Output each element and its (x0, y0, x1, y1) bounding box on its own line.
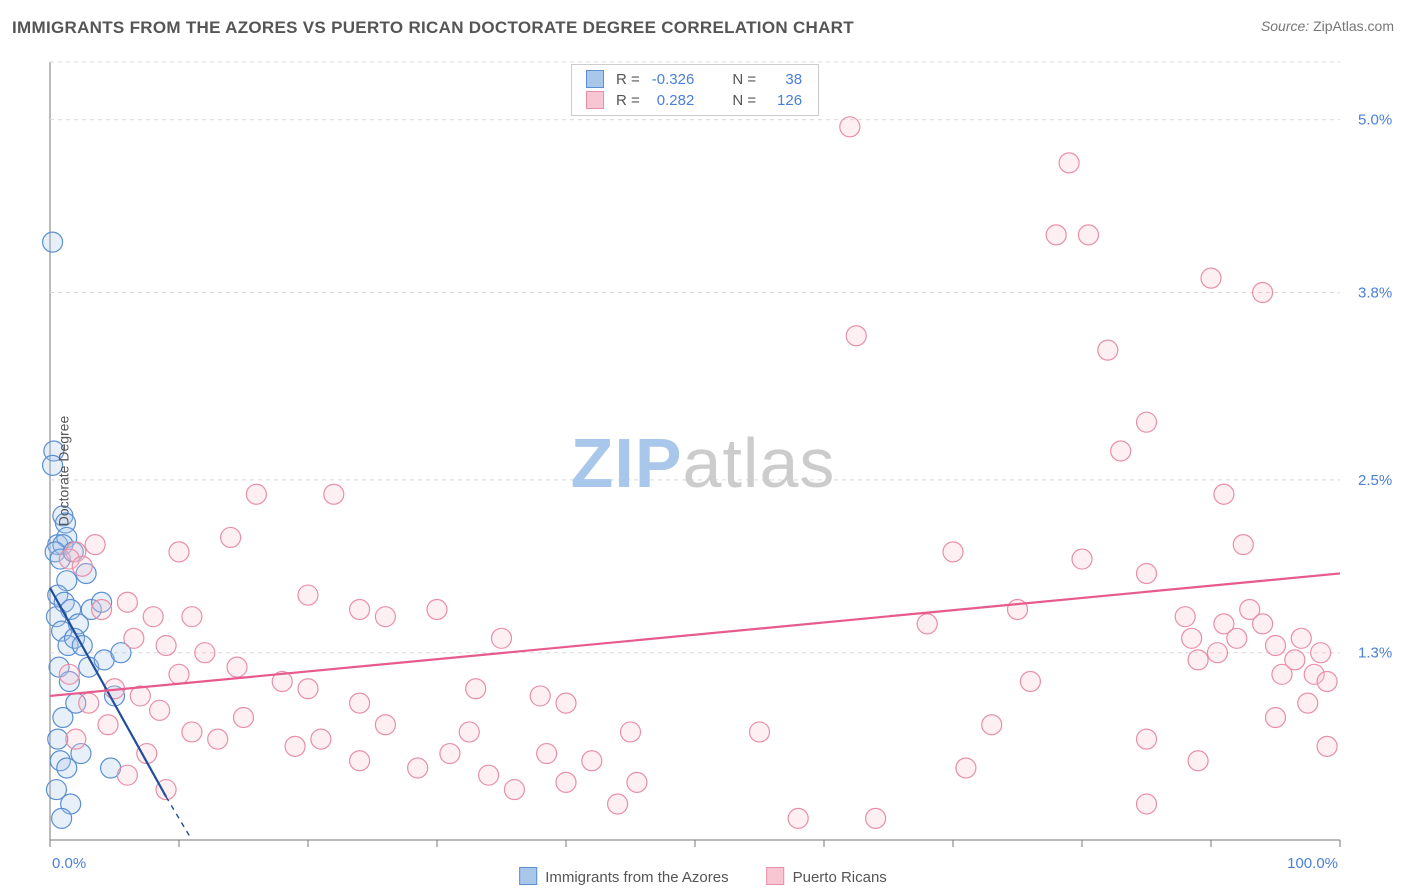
svg-text:5.0%: 5.0% (1358, 112, 1392, 129)
n-label: N = (726, 69, 762, 90)
chart-header: IMMIGRANTS FROM THE AZORES VS PUERTO RIC… (12, 18, 1394, 48)
legend-label-azores: Immigrants from the Azores (545, 869, 728, 886)
stats-row-azores: R = -0.326 N = 38 (580, 69, 808, 90)
swatch-azores (519, 867, 537, 885)
r-label: R = (610, 69, 646, 90)
source-prefix: Source: (1261, 18, 1309, 34)
chart-area: Doctorate Degree ZIPatlas 1.3%2.5%3.8%5.… (0, 50, 1406, 892)
source-name: ZipAtlas.com (1313, 18, 1394, 34)
svg-text:100.0%: 100.0% (1287, 855, 1338, 872)
correlation-stats-box: R = -0.326 N = 38 R = 0.282 N = 126 (571, 64, 819, 116)
chart-title: IMMIGRANTS FROM THE AZORES VS PUERTO RIC… (12, 18, 854, 37)
svg-text:2.5%: 2.5% (1358, 472, 1392, 489)
svg-text:1.3%: 1.3% (1358, 645, 1392, 662)
legend-item-azores: Immigrants from the Azores (519, 867, 728, 886)
legend-item-pr: Puerto Ricans (767, 867, 887, 886)
swatch-azores (586, 70, 604, 88)
r-value-pr: 0.282 (646, 90, 701, 111)
legend-label-pr: Puerto Ricans (793, 869, 887, 886)
r-label: R = (610, 90, 646, 111)
n-value-pr: 126 (762, 90, 808, 111)
n-value-azores: 38 (762, 69, 808, 90)
r-value-azores: -0.326 (646, 69, 701, 90)
n-label: N = (726, 90, 762, 111)
swatch-pr (767, 867, 785, 885)
stats-row-pr: R = 0.282 N = 126 (580, 90, 808, 111)
svg-text:0.0%: 0.0% (52, 855, 86, 872)
y-axis-label: Doctorate Degree (55, 416, 71, 527)
legend: Immigrants from the Azores Puerto Ricans (519, 867, 887, 886)
scatter-plot-svg: 1.3% 2.5% 3.8% 5.0% 0.0% 100.0% (0, 50, 1406, 892)
source-attribution: Source: ZipAtlas.com (1261, 18, 1394, 34)
svg-text:3.8%: 3.8% (1358, 285, 1392, 302)
swatch-pr (586, 91, 604, 109)
